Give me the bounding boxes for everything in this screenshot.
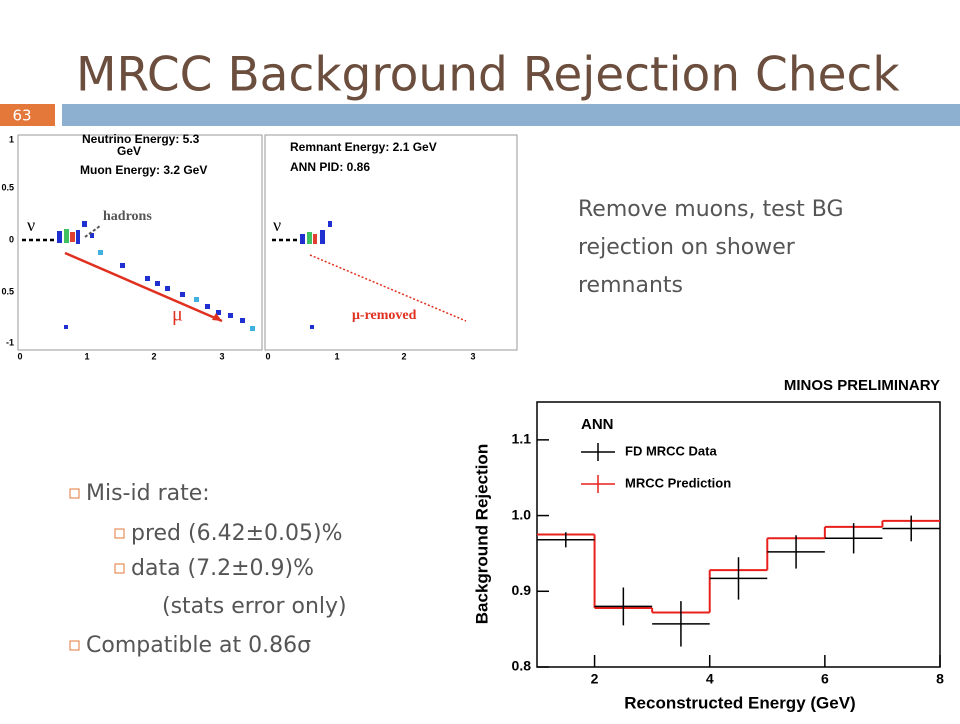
- event-label: Neutrino Energy: 5.3: [82, 132, 200, 146]
- right-text: Remove muons, test BG: [578, 197, 844, 222]
- right-text: rejection on shower: [578, 235, 796, 260]
- chart-title: MINOS PRELIMINARY: [784, 377, 940, 394]
- rejection-chart: 0.8 0.9 1.0 1.1 2 4 6 8 MINOS PRELIMINARY Reconst…: [472, 377, 944, 713]
- x-axis-label: Reconstructed Energy (GeV): [624, 693, 855, 712]
- hadron-arrow: [84, 225, 101, 238]
- title-bar: [62, 104, 960, 126]
- slide-number-box: [0, 104, 55, 126]
- slide-title: MRCC Background Rejection Check: [76, 48, 900, 103]
- plot-frame: [536, 401, 941, 668]
- right-text: remnants: [578, 273, 683, 298]
- x-tick-label: 6: [821, 671, 829, 687]
- bullet-marker: [114, 528, 125, 539]
- event-x-tick-label: 0: [265, 351, 270, 361]
- bullet: pred (6.42±0.05)%: [131, 521, 343, 546]
- event-x-tick-label: 2: [401, 351, 406, 361]
- bullets: Mis-id rate: pred (6.42±0.05)% data (7.2…: [69, 481, 347, 658]
- y-tick-label: 1.0: [512, 506, 532, 522]
- arrow-head: [212, 313, 222, 321]
- event-label: ANN PID: 0.86: [290, 160, 370, 174]
- bullet: data (7.2±0.9)%: [131, 556, 314, 581]
- y-tick-label: 1.1: [512, 431, 532, 447]
- bullet: Compatible at 0.86σ: [86, 633, 311, 658]
- removed-arrow: [309, 254, 467, 322]
- mu-label: μ: [172, 304, 183, 326]
- event-x-tick-label: 3: [470, 351, 475, 361]
- y-axis-label: Background Rejection: [472, 444, 491, 624]
- x-tick-label: 4: [706, 671, 714, 687]
- event-y-tick-label: 0.5: [1, 286, 14, 296]
- event-y-tick-label: -1: [6, 337, 14, 347]
- event-x-tick-label: 1: [84, 351, 89, 361]
- event-y-tick-label: 1: [9, 134, 14, 144]
- nu-label: ν: [27, 215, 35, 235]
- event-display: Neutrino Energy: 5.3 GeV Muon Energy: 3.…: [1, 132, 518, 361]
- event-x-tick-label: 2: [151, 351, 156, 361]
- legend-label: FD MRCC Data: [625, 443, 717, 458]
- hits: [57, 221, 332, 331]
- bullet-marker: [69, 488, 80, 499]
- event-x-tick-label: 0: [17, 351, 22, 361]
- event-y-tick-label: 0.5: [1, 182, 14, 192]
- event-y-tick-label: 0: [9, 234, 14, 244]
- event-label: Muon Energy: 3.2 GeV: [80, 163, 207, 177]
- bullet: Mis-id rate:: [86, 481, 210, 506]
- slide-number: 63: [12, 107, 31, 125]
- event-label: Remnant Energy: 2.1 GeV: [290, 140, 437, 154]
- legend-label: MRCC Prediction: [625, 475, 731, 490]
- hadrons-label: hadrons: [103, 209, 152, 224]
- bullet-note: (stats error only): [162, 594, 347, 619]
- bullet-marker: [69, 640, 80, 651]
- y-tick-label: 0.8: [512, 658, 532, 674]
- event-x-tick-label: 1: [334, 351, 339, 361]
- x-tick-label: 2: [591, 671, 599, 687]
- event-x-tick-label: 3: [219, 351, 224, 361]
- x-tick-label: 8: [936, 671, 944, 687]
- bullet-marker: [114, 563, 125, 574]
- legend-title: ANN: [581, 416, 614, 433]
- event-label: GeV: [117, 144, 141, 158]
- y-tick-label: 0.9: [512, 582, 532, 598]
- mu-removed-label: μ-removed: [352, 308, 417, 323]
- muon-arrow: [64, 251, 223, 323]
- nu-label: ν: [273, 215, 281, 235]
